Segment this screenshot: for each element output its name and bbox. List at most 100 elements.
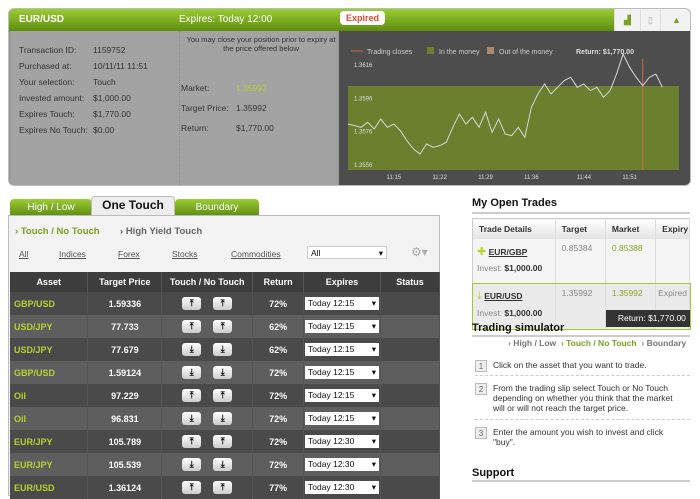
tab-high-low[interactable]: High / Low — [10, 199, 92, 216]
expires-select[interactable]: Today 12:30 — [305, 481, 380, 494]
expires-select[interactable]: Today 12:15 — [305, 297, 380, 310]
asset-table: Asset Target Price Touch / No Touch Return E… — [10, 272, 440, 499]
filter-select[interactable]: All — [307, 246, 387, 260]
touch-down-icon[interactable]: ⤓ — [182, 343, 202, 356]
market-label: Market: — [181, 83, 210, 93]
target-price: 77.733 — [87, 315, 163, 338]
expires-select[interactable]: Today 12:15 — [305, 343, 380, 356]
x-tick-label: 11:15 — [387, 175, 402, 181]
asset-name[interactable]: GBP/USD — [10, 361, 89, 384]
filter-all[interactable]: All — [19, 249, 29, 259]
filter-forex[interactable]: Forex — [118, 249, 140, 259]
sim-link-touch[interactable]: › Touch / No Touch — [560, 338, 637, 348]
asset-name[interactable]: Oil — [10, 384, 89, 407]
step-text: Enter the amount you wish to invest and … — [493, 427, 664, 447]
open-trades-header: Market — [605, 218, 657, 239]
return: 72% — [252, 407, 305, 430]
asset-name[interactable]: Oil — [10, 407, 89, 430]
touch-up-icon[interactable]: ⤒ — [182, 389, 202, 402]
table-row[interactable]: EUR/USD 1.36124 ⤒ ⤒ 77% Today 12:30 — [10, 476, 440, 499]
target-price: 1.59124 — [87, 361, 163, 384]
collapse-icon[interactable]: ▲ — [660, 9, 690, 31]
no-touch-up-icon[interactable]: ⤒ — [213, 435, 233, 448]
touch-up-icon[interactable]: ⤒ — [182, 481, 202, 494]
expires-select[interactable]: Today 12:15 — [305, 412, 380, 425]
simulator-step: 3 Enter the amount you wish to invest and… — [475, 427, 690, 447]
subtab-touch-no-touch[interactable]: › Touch / No Touch — [15, 226, 100, 237]
filter-indices[interactable]: Indices — [59, 249, 86, 259]
no-touch-down-icon[interactable]: ⤓ — [213, 412, 233, 425]
no-touch-down-icon[interactable]: ⤓ — [213, 343, 233, 356]
expires-select[interactable]: Today 12:30 — [305, 458, 380, 471]
open-trade-row[interactable]: ✚ EUR/GBP Invest: $1,000.00 0.85384 0.853… — [472, 238, 690, 284]
tab-boundary[interactable]: Boundary — [175, 199, 259, 216]
touch-up-icon[interactable]: ⤒ — [182, 320, 202, 333]
target-price: 105.539 — [87, 453, 163, 476]
close-note: You may close your position prior to exp… — [186, 35, 336, 53]
table-row[interactable]: USD/JPY 77.733 ⤒ ⤒ 62% Today 12:15 — [10, 315, 440, 338]
detail-label: Purchased at: — [19, 61, 72, 71]
detail-value: $0.00 — [93, 125, 115, 135]
no-touch-up-icon[interactable]: ⤒ — [213, 320, 233, 333]
legend-label: Out of the money — [499, 49, 553, 56]
expires-select[interactable]: Today 12:30 — [305, 435, 380, 448]
filter-commodities[interactable]: Commodities — [231, 249, 281, 259]
asset-name[interactable]: EUR/JPY — [10, 453, 89, 476]
simulator-title: Trading simulator — [472, 322, 690, 337]
no-touch-down-icon[interactable]: ⤓ — [213, 366, 233, 379]
return: 77% — [252, 476, 305, 499]
table-view-icon[interactable]: ▯ — [640, 9, 660, 31]
divider — [475, 419, 690, 420]
asset-name[interactable]: USD/JPY — [10, 315, 89, 338]
table-row[interactable]: Oil 96.831 ⤓ ⤓ 72% Today 12:15 — [10, 407, 440, 430]
open-trade-row[interactable]: ⤓ EUR/USD Invest: $1,000.00 1.35992 1.359… — [471, 282, 691, 330]
no-touch-up-icon[interactable]: ⤒ — [213, 481, 233, 494]
detail-value: 10/11/11 11:51 — [93, 61, 148, 71]
asset-name[interactable]: GBP/USD — [10, 292, 89, 315]
asset-name[interactable]: EUR/USD — [10, 476, 89, 499]
trade-asset-link[interactable]: EUR/GBP — [488, 246, 528, 257]
touch-up-icon[interactable]: ⤒ — [182, 297, 202, 310]
table-row[interactable]: GBP/USD 1.59124 ⤓ ⤓ 72% Today 12:15 — [10, 361, 440, 384]
expires-select[interactable]: Today 12:15 — [305, 320, 380, 333]
table-row[interactable]: USD/JPY 77.679 ⤓ ⤓ 62% Today 12:15 — [10, 338, 440, 361]
trade-asset-link[interactable]: EUR/USD — [484, 290, 523, 301]
chart-view-icon[interactable]: ▟ — [614, 9, 640, 31]
expires-cell: Today 12:15 — [303, 315, 382, 338]
open-trades-table: Trade Details Target Market Expiry ✚ EUR/GB… — [471, 218, 691, 330]
subtab-label: Touch / No Touch — [20, 226, 100, 237]
table-row[interactable]: Oil 97.229 ⤒ ⤒ 72% Today 12:15 — [10, 384, 440, 407]
detail-label: Invested amount: — [19, 93, 85, 103]
touch-up-icon[interactable]: ⤒ — [182, 435, 202, 448]
touch-down-icon[interactable]: ⤓ — [182, 458, 202, 471]
expires-select[interactable]: Today 12:15 — [305, 389, 380, 402]
asset-name[interactable]: EUR/JPY — [10, 430, 89, 453]
touch-down-icon[interactable]: ⤓ — [182, 412, 202, 425]
table-row[interactable]: GBP/USD 1.59336 ⤒ ⤒ 72% Today 12:15 — [10, 292, 440, 315]
no-touch-down-icon[interactable]: ⤓ — [213, 458, 233, 471]
trade-target: 1.35992 — [555, 283, 606, 329]
table-row[interactable]: EUR/JPY 105.789 ⤒ ⤒ 72% Today 12:30 — [10, 430, 440, 453]
target-price: 1.59336 — [87, 292, 163, 315]
trade-header: EUR/USD Expires: Today 12:00 Expired ▟ ▯… — [9, 9, 690, 31]
column-header: Asset — [10, 272, 89, 292]
target-label: Target Price: — [181, 103, 229, 113]
trade-return: Return: $1,770.00 — [605, 309, 690, 327]
status — [380, 476, 440, 499]
step-number: 3 — [475, 427, 487, 439]
expires-select[interactable]: Today 12:15 — [305, 366, 380, 379]
sim-link-boundary[interactable]: › Boundary — [641, 338, 687, 348]
sim-link-high-low[interactable]: › High / Low — [508, 338, 557, 348]
tab-one-touch[interactable]: One Touch — [91, 196, 175, 216]
table-row[interactable]: EUR/JPY 105.539 ⤓ ⤓ 72% Today 12:30 — [10, 453, 440, 476]
no-touch-up-icon[interactable]: ⤒ — [213, 389, 233, 402]
filter-stocks[interactable]: Stocks — [172, 249, 198, 259]
asset-name[interactable]: USD/JPY — [10, 338, 89, 361]
trade-market: 1.35992 Return: $1,770.00 — [605, 283, 690, 329]
subtab-high-yield-touch[interactable]: › High Yield Touch — [120, 226, 203, 237]
touch-down-icon[interactable]: ⤓ — [182, 366, 202, 379]
no-touch-up-icon[interactable]: ⤒ — [213, 297, 233, 310]
settings-gear-icon[interactable]: ⚙▾ — [411, 245, 428, 259]
support-title: Support — [472, 467, 690, 482]
legend-label: In the money — [439, 49, 480, 56]
